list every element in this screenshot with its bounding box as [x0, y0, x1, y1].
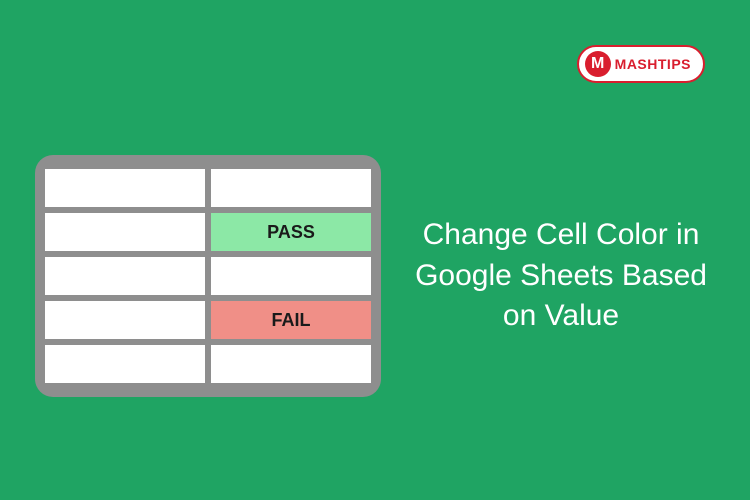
cell-0-0	[45, 169, 205, 207]
logo-icon: M	[585, 51, 611, 77]
cell-1-1-pass: PASS	[211, 213, 371, 251]
cell-2-1	[211, 257, 371, 295]
logo-text: MASHTIPS	[615, 56, 691, 72]
cell-4-0	[45, 345, 205, 383]
page-heading: Change Cell Color in Google Sheets Based…	[406, 215, 716, 337]
sheet-table: PASS FAIL	[45, 169, 371, 383]
cell-3-0	[45, 301, 205, 339]
cell-3-1-fail: FAIL	[211, 301, 371, 339]
cell-2-0	[45, 257, 205, 295]
brand-logo: M MASHTIPS	[577, 45, 705, 83]
main-content: PASS FAIL Change Cell Color in Google Sh…	[35, 155, 716, 397]
cell-4-1	[211, 345, 371, 383]
cell-0-1	[211, 169, 371, 207]
sheet-table-container: PASS FAIL	[35, 155, 381, 397]
logo-letter: M	[591, 55, 604, 73]
cell-1-0	[45, 213, 205, 251]
